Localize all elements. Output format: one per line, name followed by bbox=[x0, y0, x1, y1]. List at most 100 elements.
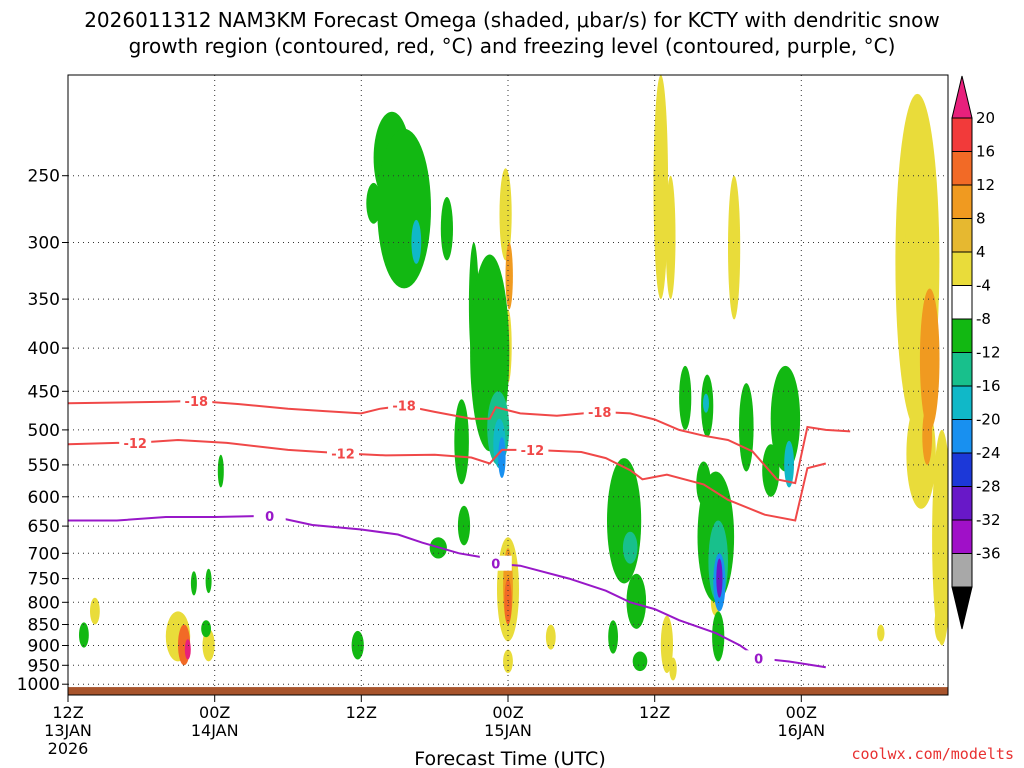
colorbar-level-label: -8 bbox=[976, 310, 991, 328]
x-tick-label: 14JAN bbox=[191, 721, 239, 740]
colorbar-swatch bbox=[951, 486, 973, 521]
omega-cell bbox=[184, 639, 191, 660]
omega-cell bbox=[190, 571, 197, 596]
colorbar-level-label: -20 bbox=[976, 411, 1001, 429]
contour-label: -12 bbox=[331, 447, 355, 462]
colorbar-swatch bbox=[951, 251, 973, 286]
omega-cell bbox=[411, 219, 422, 264]
colorbar-swatch bbox=[951, 352, 973, 387]
omega-cell bbox=[660, 615, 674, 674]
y-tick-label: 450 bbox=[28, 382, 60, 402]
colorbar-level-label: -24 bbox=[976, 444, 1001, 462]
x-tick-label: 16JAN bbox=[777, 721, 825, 740]
omega-cell bbox=[217, 454, 224, 488]
x-tick-label: 2026 bbox=[48, 739, 89, 758]
x-tick-label: 00Z bbox=[199, 703, 230, 722]
omega-cell bbox=[877, 624, 885, 642]
x-tick-label: 12Z bbox=[346, 703, 377, 722]
colorbar-level-label: 8 bbox=[976, 210, 986, 228]
omega-cell bbox=[503, 649, 513, 673]
omega-cell bbox=[784, 440, 794, 488]
y-tick-label: 950 bbox=[28, 656, 60, 676]
omega-cell bbox=[366, 182, 381, 224]
y-tick-label: 400 bbox=[28, 339, 60, 359]
contour-label-bg bbox=[253, 507, 286, 523]
colorbar-level-label: 12 bbox=[976, 176, 995, 194]
omega-cell bbox=[351, 630, 364, 660]
omega-cell bbox=[498, 437, 506, 478]
omega-cell bbox=[905, 190, 918, 289]
x-tick-label: 12Z bbox=[639, 703, 670, 722]
omega-cell bbox=[201, 620, 212, 638]
x-axis-label: Forecast Time (UTC) bbox=[414, 748, 605, 768]
colorbar-level-label: -28 bbox=[976, 478, 1001, 496]
contour-label: -12 bbox=[521, 444, 545, 459]
omega-cell bbox=[545, 624, 556, 650]
contour-lines: -18 -18 -18 -12 -12 -12 0 0 0 bbox=[68, 392, 851, 669]
terrain-surface bbox=[68, 687, 948, 695]
omega-cell bbox=[716, 558, 723, 598]
y-tick-label: 650 bbox=[28, 517, 60, 537]
contour-label: 0 bbox=[491, 558, 500, 573]
contour-label: -18 bbox=[185, 395, 209, 410]
omega-cell bbox=[669, 657, 677, 681]
y-tick-label: 600 bbox=[28, 488, 60, 508]
colorbar-swatch bbox=[951, 419, 973, 454]
colorbar-swatch bbox=[951, 218, 973, 253]
contour-label-bg bbox=[119, 434, 152, 450]
contour-label-bg bbox=[327, 445, 359, 461]
contour-label: -18 bbox=[392, 400, 416, 415]
omega-cell bbox=[454, 399, 469, 485]
colorbar-swatch bbox=[951, 519, 973, 554]
y-tick-label: 1000 bbox=[17, 675, 60, 695]
y-tick-label: 900 bbox=[28, 637, 60, 657]
y-tick-label: 350 bbox=[28, 290, 60, 310]
contour-label-bg bbox=[479, 555, 512, 571]
colorbar-swatch bbox=[951, 553, 973, 588]
omega-cell bbox=[608, 620, 618, 654]
colorbar-swatch bbox=[951, 318, 973, 353]
omega-cell bbox=[90, 597, 100, 625]
colorbar-swatch bbox=[951, 385, 973, 420]
omega-cell bbox=[922, 407, 933, 465]
omega-cell bbox=[712, 611, 725, 662]
omega-cell bbox=[499, 168, 512, 261]
omega-cell bbox=[622, 531, 638, 564]
contour-label-bg bbox=[388, 397, 421, 413]
colorbar-level-label: 20 bbox=[976, 109, 995, 127]
omega-cell bbox=[932, 429, 948, 646]
omega-cell bbox=[632, 651, 648, 672]
omega-cell bbox=[919, 288, 940, 430]
x-tick-label: 00Z bbox=[492, 703, 523, 722]
colorbar-level-label: 4 bbox=[976, 243, 986, 261]
credit-text: coolwx.com/modelts bbox=[851, 745, 1014, 763]
omega-cell bbox=[739, 383, 754, 472]
y-tick-label: 750 bbox=[28, 570, 60, 590]
omega-cell bbox=[728, 175, 741, 320]
y-tick-label: 850 bbox=[28, 616, 60, 636]
y-tick-label: 800 bbox=[28, 593, 60, 613]
omega-cell bbox=[505, 242, 513, 310]
grid-lines bbox=[68, 75, 948, 695]
y-tick-label: 500 bbox=[28, 421, 60, 441]
omega-cell bbox=[626, 573, 647, 629]
x-tick-label: 15JAN bbox=[484, 721, 532, 740]
omega-cell bbox=[440, 197, 453, 261]
colorbar: 20 16 12 8 4 -4 -8 -12 -16 -20 -24 -28 -32 -36 bbox=[951, 75, 1001, 630]
contour-label-bg bbox=[583, 403, 616, 419]
colorbar-level-label: -16 bbox=[976, 377, 1001, 395]
omega-cell bbox=[679, 365, 692, 430]
contour-label: -12 bbox=[123, 437, 147, 452]
omega-cell bbox=[665, 175, 676, 300]
y-axis-ticks: 2503003504004505005506006507007508008509… bbox=[17, 167, 68, 695]
chart-title-line1: 2026011312 NAM3KM Forecast Omega (shaded… bbox=[84, 8, 940, 32]
plot-area: -18 -18 -18 -12 -12 -12 0 0 0 bbox=[68, 75, 948, 695]
contour-label-bg bbox=[516, 441, 549, 457]
omega-cell bbox=[205, 568, 212, 594]
omega-cell bbox=[457, 505, 471, 546]
contour-label-bg bbox=[180, 392, 213, 408]
omega-cell bbox=[762, 444, 780, 497]
contour-label: -18 bbox=[588, 406, 612, 421]
contour-label: 0 bbox=[265, 510, 274, 525]
